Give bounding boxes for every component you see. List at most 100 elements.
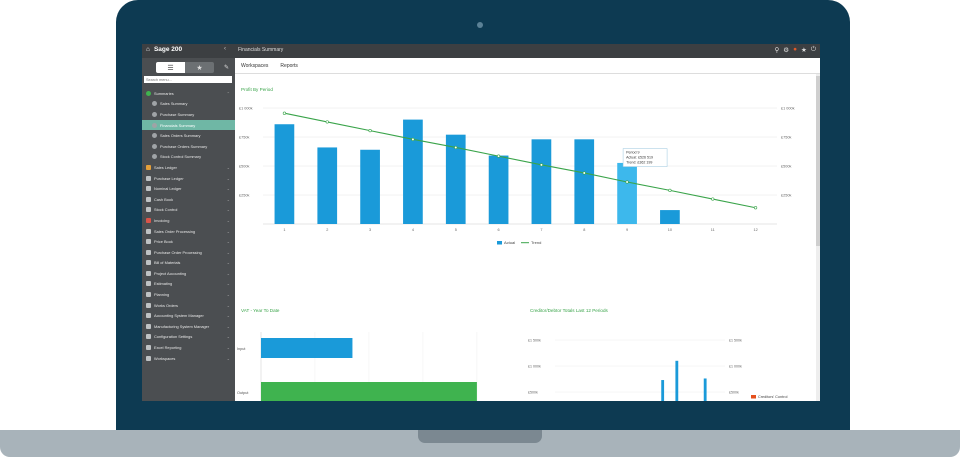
tooltip-title: Period 9 [626,151,639,155]
sidebar-item-nominal-ledger[interactable]: Nominal Ledger ⌄ [142,183,235,194]
sidebar-item-purchase-order-processing[interactable]: Purchase Order Processing ⌄ [142,247,235,258]
sidebar-item-stock-control-summary[interactable]: Stock Control Summary [142,152,235,163]
sidebar-item-sales-ledger[interactable]: Sales Ledger ⌄ [142,162,235,173]
sidebar-item-financials-summary[interactable]: Financials Summary [142,119,235,131]
camera-icon [477,22,483,28]
sidebar-item-summaries[interactable]: Summaries ⌃ [142,88,235,99]
chevron-down-icon[interactable]: ⌄ [226,313,230,319]
chevron-down-icon[interactable]: ⌄ [226,292,230,298]
sidebar-item-sales-orders-summary[interactable]: Sales Orders Summary [142,130,235,141]
tooltip-box [622,148,668,167]
sidebar-item-label: Sales Summary [160,101,188,107]
tab-reports[interactable]: Reports [280,62,298,69]
chevron-down-icon[interactable]: ⌄ [226,239,230,245]
tooltip-trend: Trend: £362 199 [626,161,652,165]
sidebar-item-excel-reporting[interactable]: Excel Reporting ⌄ [142,342,235,353]
chevron-down-icon[interactable]: ⌄ [226,334,230,340]
sidebar-item-sales-order-processing[interactable]: Sales Order Processing ⌄ [142,226,235,237]
sidebar-item-purchase-orders-summary[interactable]: Purchase Orders Summary [142,141,235,152]
chevron-down-icon[interactable]: ⌄ [226,323,230,329]
sidebar-item-purchase-summary[interactable]: Purchase Summary [142,109,235,120]
y-tick-label: £1 500k [528,339,541,343]
cash-book-icon [146,196,151,202]
chevron-down-icon[interactable]: ⌄ [226,281,230,287]
bar-actual-3 [360,149,380,224]
trend-point-1 [282,111,287,115]
vat-bar-input [261,338,353,358]
trend-line [284,112,756,209]
sidebar-item-accounting-system-manager[interactable]: Accounting System Manager ⌄ [142,310,235,321]
sidebar-item-label: Summaries [154,90,174,96]
chevron-down-icon[interactable]: ⌄ [226,302,230,308]
x-tick-label: 11 [711,228,715,232]
stock-control-icon [146,207,151,213]
brand[interactable]: ⌂ Sage 200 [146,46,182,53]
sidebar-item-label: Sales Ledger [154,164,177,170]
sidebar-item-price-book[interactable]: Price Book ⌄ [142,236,235,247]
chevron-down-icon[interactable]: ⌄ [226,345,230,351]
sidebar-item-label: Cash Book [154,196,174,202]
tab-workspaces[interactable]: Workspaces [241,62,269,69]
home-icon: ⌂ [146,46,150,53]
search-menu-input[interactable] [144,76,232,83]
chevron-down-icon[interactable]: ⌄ [226,355,230,361]
search-icon[interactable]: ⚲ [774,47,780,54]
sidebar-item-label: Bill of Materials [154,260,181,266]
sidebar-item-project-accounting[interactable]: Project Accounting ⌄ [142,268,235,279]
chevron-down-icon[interactable]: ⌄ [226,186,230,192]
bar-debtors-9 [675,360,679,401]
creditor-debtor-chart-title: Creditor/Debtor Totals Last 12 Periods [530,308,608,313]
estimating-icon [146,281,151,287]
purchase-ledger-icon [146,175,151,181]
chevron-down-icon[interactable]: ⌄ [226,270,230,276]
favourites-view-icon[interactable]: ★ [185,62,214,73]
chevron-down-icon[interactable]: ⌄ [226,249,230,255]
star-icon[interactable]: ★ [801,47,807,54]
sidebar-item-planning[interactable]: Planning ⌄ [142,289,235,300]
chevron-up-icon[interactable]: ⌃ [226,90,230,96]
scrollbar-thumb[interactable] [816,76,820,246]
y-tick-label: £500k [528,391,538,395]
sidebar-item-stock-control[interactable]: Stock Control ⌄ [142,205,235,216]
sidebar-item-estimating[interactable]: Estimating ⌄ [142,279,235,290]
scrollbar[interactable] [816,74,820,401]
menu-view-icon[interactable]: ☰ [156,62,185,73]
power-icon[interactable]: ⏻ [810,46,816,53]
edit-icon[interactable]: ✎ [224,65,230,71]
vat-chart-title: VAT - Year To Date [241,308,280,313]
sidebar-item-cash-book[interactable]: Cash Book ⌄ [142,194,235,205]
bar-debtors-8 [661,380,665,401]
x-tick-label: 12 [753,228,757,232]
chevron-down-icon[interactable]: ⌄ [226,164,230,170]
sidebar-item-workspaces[interactable]: Workspaces ⌄ [142,353,235,364]
chevron-down-icon[interactable]: ⌄ [226,260,230,266]
y-tick-label: £1 000k [528,365,541,369]
bell-icon[interactable]: ● [793,46,798,53]
chevron-down-icon[interactable]: ⌄ [226,196,230,202]
sidebar-item-purchase-ledger[interactable]: Purchase Ledger ⌄ [142,173,235,184]
y-tick-label-right: £1 000k [781,107,795,111]
sidebar-item-sales-summary[interactable]: Sales Summary [142,99,235,110]
sidebar-item-label: Purchase Order Processing [154,249,202,255]
gear-icon[interactable]: ⚙ [783,47,790,54]
sidebar-item-works-orders[interactable]: Works Orders ⌄ [142,300,235,311]
sidebar-item-configuration-settings[interactable]: Configuration Settings ⌄ [142,332,235,343]
bar-actual-5 [445,134,466,224]
excel-reporting-icon [146,345,151,351]
y-tick-label-right: £250k [781,194,791,198]
sidebar-item-manufacturing-system-manager[interactable]: Manufacturing System Manager ⌄ [142,321,235,332]
collapse-sidebar-icon[interactable]: ‹ [224,46,226,52]
legend-creditors-swatch [751,395,756,399]
sidebar-nav: Summaries ⌃ Sales Summary Purchase Summary F… [142,88,235,363]
sidebar-item-label: Sales Order Processing [154,228,196,234]
sidebar-item-label: Financials Summary [160,122,196,128]
chevron-down-icon[interactable]: ⌄ [226,217,230,223]
chevron-down-icon[interactable]: ⌄ [226,228,230,234]
sidebar-item-bill-of-materials[interactable]: Bill of Materials ⌄ [142,258,235,269]
chevron-down-icon[interactable]: ⌄ [226,207,230,213]
purchase-orders-summary-icon [152,143,157,149]
legend-creditors-label: Creditors' Control [758,395,788,399]
chevron-down-icon[interactable]: ⌄ [226,175,230,181]
app-screen: ⌂ Sage 200 ‹ Financials Summary ⚲ ⚙ ● ★ … [142,44,820,401]
sidebar-item-invoicing[interactable]: Invoicing ⌄ [142,215,235,226]
